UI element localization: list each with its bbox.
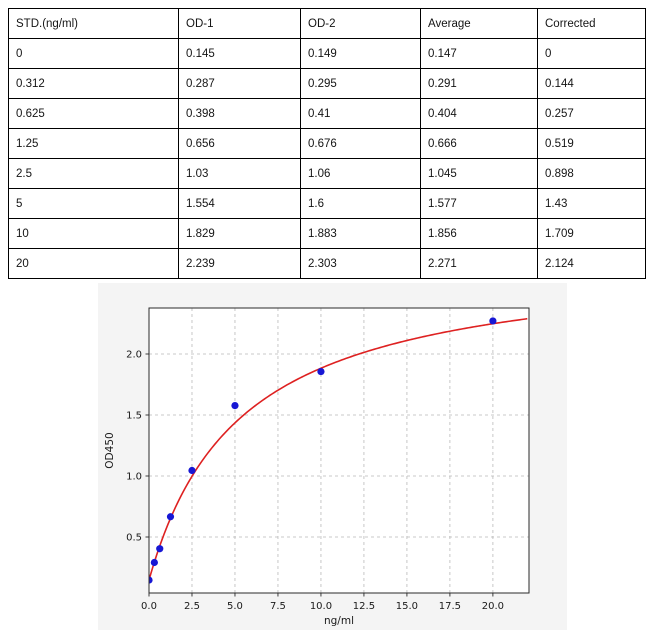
x-tick-label: 17.5 bbox=[439, 601, 461, 612]
standard-curve-figure: 0.0 2.5 5.0 7.5 10.0 12.5 15.0 17.5 20.0 0.5 1.0 1.… bbox=[98, 283, 567, 630]
table-cell: 2.271 bbox=[420, 248, 538, 279]
table-cell: 0.257 bbox=[537, 98, 646, 129]
table-cell: 0 bbox=[537, 38, 646, 69]
data-points bbox=[149, 317, 497, 584]
table-cell: 0.519 bbox=[537, 128, 646, 159]
x-tick-label: 7.5 bbox=[270, 601, 286, 612]
table-row: 5 1.554 1.6 1.577 1.43 bbox=[8, 188, 646, 219]
table-cell: 0.145 bbox=[178, 38, 301, 69]
table-cell: 1.43 bbox=[537, 188, 646, 219]
y-tick-label: 0.5 bbox=[126, 533, 142, 544]
table-row: 0.312 0.287 0.295 0.291 0.144 bbox=[8, 68, 646, 99]
standards-table: STD.(ng/ml) OD-1 OD-2 Average Corrected 0 0.1… bbox=[8, 8, 646, 279]
column-header: OD-2 bbox=[300, 8, 421, 39]
axes-spines bbox=[148, 307, 530, 594]
table-cell: 1.25 bbox=[8, 128, 179, 159]
standards-table-header: STD.(ng/ml) OD-1 OD-2 Average Corrected bbox=[8, 8, 646, 39]
x-tick-label: 15.0 bbox=[396, 601, 418, 612]
table-cell: 0.149 bbox=[300, 38, 421, 69]
table-cell: 0.404 bbox=[420, 98, 538, 129]
table-cell: 0.398 bbox=[178, 98, 301, 129]
table-cell: 0.625 bbox=[8, 98, 179, 129]
table-cell: 0 bbox=[8, 38, 179, 69]
table-cell: 2.239 bbox=[178, 248, 301, 279]
data-point bbox=[317, 367, 325, 376]
x-tick-label: 10.0 bbox=[310, 601, 332, 612]
table-cell: 1.554 bbox=[178, 188, 301, 219]
table-cell: 0.898 bbox=[537, 158, 646, 189]
table-cell: 1.856 bbox=[420, 218, 538, 249]
table-cell: 0.666 bbox=[420, 128, 538, 159]
x-axis-label: ng/ml bbox=[324, 615, 354, 627]
data-point bbox=[489, 317, 497, 325]
data-point bbox=[156, 545, 164, 553]
plot-background bbox=[149, 308, 529, 593]
column-header: Average bbox=[420, 8, 538, 39]
table-cell: 1.883 bbox=[300, 218, 421, 249]
x-tick-label: 5.0 bbox=[227, 601, 243, 612]
column-header: Corrected bbox=[537, 8, 646, 39]
table-row: 2.5 1.03 1.06 1.045 0.898 bbox=[8, 158, 646, 189]
table-header-row: STD.(ng/ml) OD-1 OD-2 Average Corrected bbox=[8, 8, 646, 39]
standard-curve-chart: 0.0 2.5 5.0 7.5 10.0 12.5 15.0 17.5 20.0 0.5 1.0 1.… bbox=[98, 283, 567, 630]
column-header: STD.(ng/ml) bbox=[8, 8, 179, 39]
column-header: OD-1 bbox=[178, 8, 301, 39]
table-cell: 1.6 bbox=[300, 188, 421, 219]
table-cell: 0.41 bbox=[300, 98, 421, 129]
y-tick-label: 2.0 bbox=[126, 349, 142, 360]
table-row: 10 1.829 1.883 1.856 1.709 bbox=[8, 218, 646, 249]
table-cell: 1.709 bbox=[537, 218, 646, 249]
x-tick-label: 20.0 bbox=[482, 601, 504, 612]
table-row: 0 0.145 0.149 0.147 0 bbox=[8, 38, 646, 69]
y-tick-label: 1.5 bbox=[126, 410, 142, 421]
standards-table-body: 0 0.145 0.149 0.147 0 0.312 0.287 0.295 0.291 0.1… bbox=[8, 38, 646, 279]
fit-curve bbox=[149, 317, 528, 581]
table-cell: 5 bbox=[8, 188, 179, 219]
table-cell: 2.5 bbox=[8, 158, 179, 189]
y-axis-label: OD450 bbox=[104, 432, 116, 468]
table-cell: 20 bbox=[8, 248, 179, 279]
table-cell: 1.045 bbox=[420, 158, 538, 189]
table-cell: 1.03 bbox=[178, 158, 301, 189]
table-cell: 2.303 bbox=[300, 248, 421, 279]
table-row: 1.25 0.656 0.676 0.666 0.519 bbox=[8, 128, 646, 159]
x-tick-label: 2.5 bbox=[184, 601, 200, 612]
table-cell: 0.144 bbox=[537, 68, 646, 99]
table-cell: 1.577 bbox=[420, 188, 538, 219]
table-cell: 0.295 bbox=[300, 68, 421, 99]
data-point bbox=[166, 513, 175, 521]
table-cell: 1.06 bbox=[300, 158, 421, 189]
table-row: 0.625 0.398 0.41 0.404 0.257 bbox=[8, 98, 646, 129]
data-point bbox=[150, 558, 158, 567]
x-tick-label: 12.5 bbox=[353, 601, 375, 612]
data-point bbox=[188, 466, 196, 475]
table-cell: 10 bbox=[8, 218, 179, 249]
data-point bbox=[231, 402, 239, 410]
table-cell: 0.147 bbox=[420, 38, 538, 69]
table-cell: 0.287 bbox=[178, 68, 301, 99]
table-cell: 1.829 bbox=[178, 218, 301, 249]
table-cell: 2.124 bbox=[537, 248, 646, 279]
table-cell: 0.656 bbox=[178, 128, 301, 159]
table-row: 20 2.239 2.303 2.271 2.124 bbox=[8, 248, 646, 279]
table-cell: 0.291 bbox=[420, 68, 538, 99]
y-tick-label: 1.0 bbox=[126, 471, 142, 482]
x-tick-label: 0.0 bbox=[141, 601, 157, 612]
table-cell: 0.312 bbox=[8, 68, 179, 99]
table-cell: 0.676 bbox=[300, 128, 421, 159]
data-point bbox=[149, 576, 153, 584]
